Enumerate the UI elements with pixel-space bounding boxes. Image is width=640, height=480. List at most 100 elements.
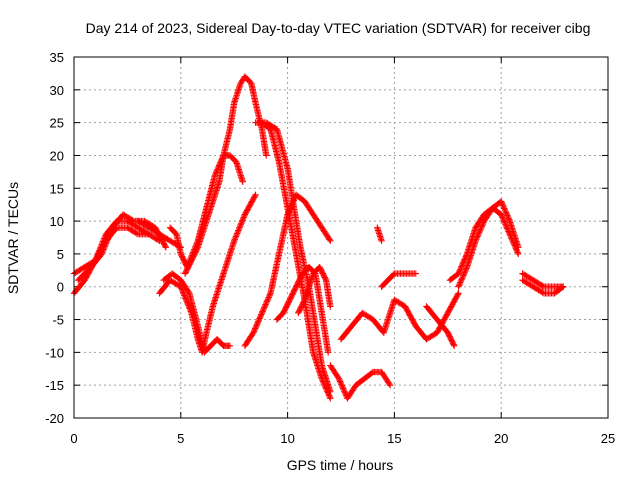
data-point [378, 237, 385, 244]
data-marker [322, 385, 330, 392]
data-marker [454, 291, 461, 298]
data-marker [256, 315, 263, 322]
series-track-22 [374, 224, 385, 244]
data-marker [187, 308, 195, 315]
series-track-9 [252, 119, 334, 395]
data-marker [257, 312, 264, 319]
data-marker [176, 243, 183, 250]
data-marker [339, 383, 346, 391]
data-marker [461, 268, 469, 275]
data-marker [260, 305, 267, 312]
plot-frame [73, 56, 609, 419]
data-marker [324, 388, 331, 395]
data-marker [450, 341, 457, 348]
data-marker [300, 297, 308, 305]
data-marker [183, 298, 190, 305]
data-marker [336, 378, 344, 385]
data-marker [500, 216, 507, 224]
data-marker [179, 289, 187, 296]
data-marker [251, 326, 258, 334]
data-marker [263, 299, 270, 307]
data-marker [458, 276, 465, 283]
data-marker [462, 266, 470, 274]
data-marker [129, 217, 136, 224]
y-tick-label: -20 [45, 411, 64, 426]
series-track-7 [156, 191, 259, 356]
data-marker [182, 296, 190, 304]
data-marker [103, 239, 110, 246]
data-marker [178, 286, 186, 293]
series-track-5 [181, 73, 270, 277]
data-marker [499, 202, 507, 209]
data-marker [238, 220, 245, 227]
data-marker [255, 316, 263, 324]
data-marker [457, 266, 464, 273]
data-marker [455, 282, 463, 289]
data-marker [250, 328, 258, 335]
y-tick-label: 35 [50, 50, 64, 65]
data-points [70, 73, 567, 402]
data-marker [100, 246, 107, 253]
data-marker [181, 292, 188, 299]
data-marker [472, 236, 480, 243]
data-marker [249, 330, 256, 338]
data-marker [179, 287, 186, 295]
data-marker [458, 263, 465, 270]
data-marker [458, 261, 466, 269]
data-point [177, 244, 184, 251]
data-point [250, 329, 257, 336]
data-point [515, 244, 522, 251]
data-marker [319, 378, 327, 385]
data-marker [498, 199, 506, 207]
x-tick-label: 20 [494, 431, 508, 446]
data-marker [319, 376, 326, 384]
data-marker [499, 214, 506, 221]
data-marker [339, 385, 347, 392]
chart-title: Day 214 of 2023, Sidereal Day-to-day VTE… [86, 20, 591, 36]
data-marker [240, 214, 247, 221]
data-marker [476, 229, 483, 236]
data-marker [255, 318, 262, 325]
data-marker [194, 245, 201, 252]
data-marker [102, 241, 109, 249]
data-marker [504, 213, 512, 221]
data-marker [182, 295, 189, 302]
data-marker [264, 297, 271, 304]
data-marker [326, 393, 333, 401]
data-marker [500, 203, 507, 211]
data-marker [253, 322, 260, 329]
data-marker [262, 301, 269, 308]
data-marker [322, 383, 329, 391]
series-track-21 [134, 217, 184, 251]
data-marker [252, 325, 259, 332]
data-point [239, 178, 246, 185]
data-marker [480, 219, 487, 226]
y-tick-label: 20 [50, 148, 64, 163]
data-marker [476, 227, 484, 235]
data-marker [266, 292, 273, 300]
data-marker [239, 215, 247, 223]
data-marker [501, 219, 509, 227]
data-marker [505, 216, 513, 223]
data-marker [103, 237, 111, 244]
y-tick-label: -10 [45, 345, 64, 360]
data-point [263, 152, 270, 159]
data-point [327, 303, 334, 310]
data-marker [539, 289, 546, 296]
data-marker [478, 223, 485, 230]
data-marker [463, 265, 470, 272]
data-point [498, 198, 505, 205]
data-marker [161, 242, 169, 250]
data-point [327, 395, 334, 402]
data-marker [502, 208, 509, 215]
data-marker [320, 379, 327, 387]
y-tick-label: 30 [50, 83, 64, 98]
x-tick-label: 0 [70, 431, 77, 446]
data-marker [498, 212, 506, 220]
data-marker [232, 233, 240, 240]
series-track-13 [327, 362, 394, 402]
data-marker [336, 376, 343, 384]
data-point [455, 283, 462, 290]
data-marker [259, 306, 267, 314]
data-marker [338, 381, 345, 388]
